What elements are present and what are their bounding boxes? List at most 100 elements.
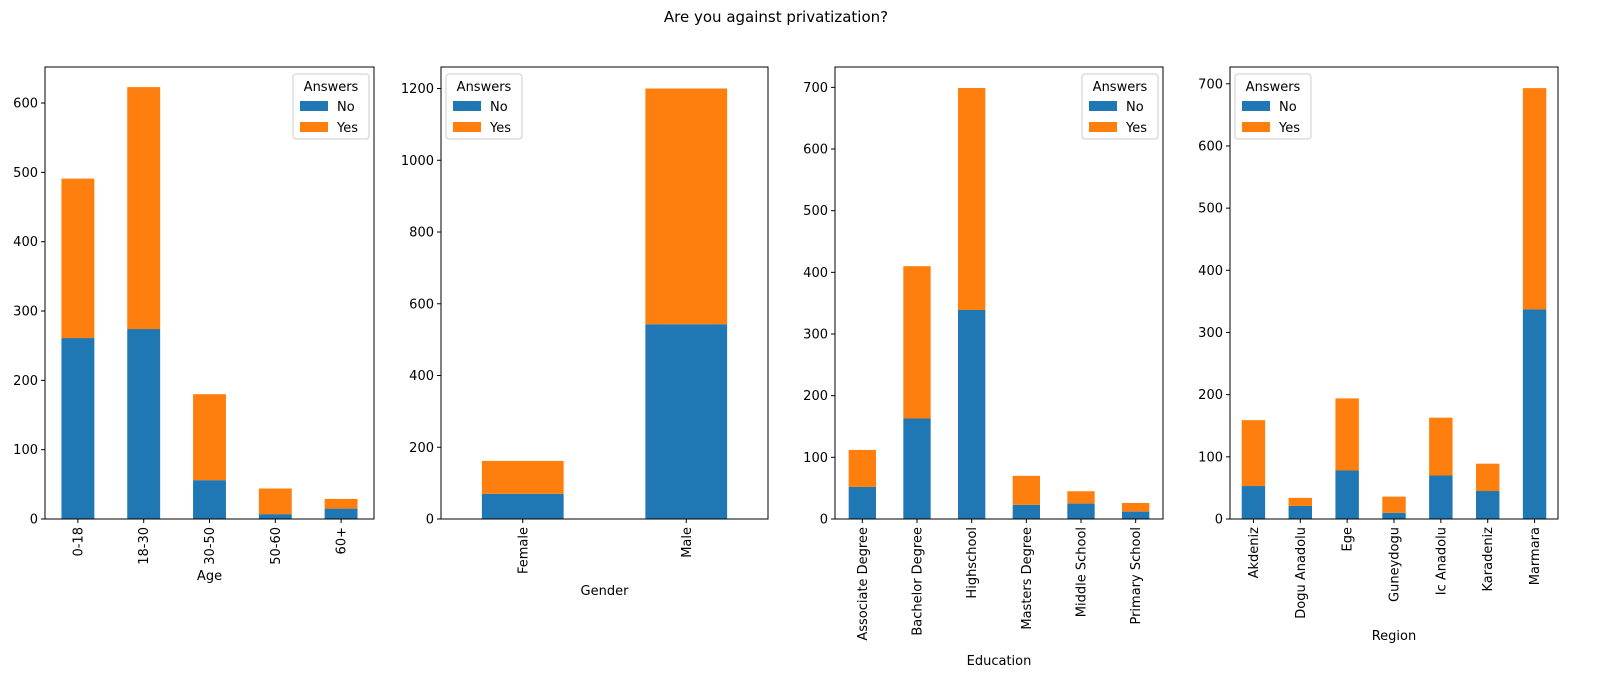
x-tick-label: Marmara [1528, 527, 1543, 585]
bar-yes-associate-degree [848, 449, 876, 487]
x-axis-label: Age [197, 569, 222, 584]
y-tick-label: 400 [409, 369, 434, 384]
bar-yes-akdeniz [1241, 420, 1266, 487]
bar-no-masters-degree [1012, 504, 1040, 519]
bar-yes-guneydogu [1382, 496, 1406, 513]
y-tick-label: 300 [1198, 326, 1223, 341]
legend-title: Answers [1093, 80, 1148, 95]
x-tick-label: Karadeniz [1481, 527, 1496, 592]
bar-yes-0-18 [61, 178, 95, 339]
chart-4: Akdeniz Dogu Anadolu Ege Guneydogu Ic Anadol… [1198, 66, 1559, 644]
legend-swatch-yes [1242, 122, 1270, 132]
y-tick-label: 0 [426, 513, 434, 528]
y-tick-label: 600 [1198, 139, 1223, 154]
x-tick-label: Female [516, 527, 531, 574]
x-tick-label: Primary School [1129, 527, 1144, 625]
legend-label-yes: Yes [1125, 121, 1147, 136]
y-tick-label: 1200 [401, 82, 434, 97]
bar-yes-30-50 [193, 394, 226, 481]
x-tick-label: Dogu Anadolu [1294, 527, 1309, 619]
bar-no-bachelor-degree [903, 418, 931, 519]
x-tick-label: Ic Anadolu [1434, 527, 1449, 595]
bar-no-primary-school [1122, 511, 1150, 519]
bar-no-50-60 [258, 514, 292, 519]
bar-no-karadeniz [1476, 491, 1500, 519]
x-axis-label: Gender [581, 584, 630, 599]
x-tick-label: 0-18 [71, 527, 86, 557]
y-tick-label: 600 [13, 97, 38, 112]
x-axis-label: Region [1372, 629, 1417, 644]
legend-swatch-no [1242, 101, 1270, 111]
legend: Answers No Yes [1234, 73, 1312, 140]
bar-no-18-30 [127, 329, 161, 519]
y-tick-label: 1000 [401, 154, 434, 169]
x-tick-label: Guneydogu [1388, 527, 1403, 602]
x-tick-label: 18-30 [137, 527, 152, 565]
y-tick-label: 200 [1198, 388, 1223, 403]
x-tick-label: 50-60 [269, 527, 284, 565]
bar-yes-middle-school [1067, 491, 1095, 504]
y-tick-label: 500 [1198, 202, 1223, 217]
bar-no-highschool [958, 309, 986, 519]
y-tick-label: 400 [1198, 264, 1223, 279]
bar-no-akdeniz [1241, 486, 1266, 519]
bar-yes-highschool [958, 87, 986, 310]
bar-no-marmara [1522, 309, 1547, 519]
bar-yes-masters-degree [1012, 475, 1040, 505]
legend-swatch-yes [453, 122, 481, 132]
bar-no-ic-anadolu [1429, 475, 1453, 519]
legend-label-no: No [490, 100, 508, 115]
bar-yes-karadeniz [1476, 463, 1500, 492]
y-tick-label: 500 [13, 166, 38, 181]
y-tick-label: 0 [820, 513, 828, 528]
chart-3: Associate Degree Bachelor Degree Highschoo… [803, 66, 1164, 669]
legend-title: Answers [304, 80, 359, 95]
x-tick-label: Associate Degree [856, 527, 871, 641]
bar-yes-ic-anadolu [1429, 417, 1453, 476]
bar-yes-18-30 [127, 87, 161, 330]
legend-label-yes: Yes [489, 121, 511, 136]
y-tick-label: 0 [30, 513, 38, 528]
legend-swatch-no [1089, 101, 1117, 111]
legend: Answers No Yes [445, 73, 523, 140]
legend-swatch-yes [1089, 122, 1117, 132]
bar-yes-male [645, 88, 728, 325]
bar-no-30-50 [193, 480, 226, 519]
bar-no-male [645, 324, 728, 519]
bar-no-associate-degree [848, 486, 876, 519]
figure-title: Are you against privatization? [664, 8, 888, 26]
axes-frame [834, 66, 1164, 520]
y-tick-label: 600 [803, 143, 828, 158]
y-tick-label: 200 [13, 374, 38, 389]
bar-yes-dogu-anadolu [1288, 497, 1312, 506]
bar-yes-primary-school [1122, 502, 1150, 512]
legend-label-no: No [337, 100, 355, 115]
legend: Answers No Yes [1081, 73, 1159, 140]
y-tick-label: 100 [1198, 450, 1223, 465]
y-tick-label: 500 [803, 204, 828, 219]
x-axis-label: Education [967, 654, 1032, 669]
legend-title: Answers [457, 80, 512, 95]
x-tick-label: Middle School [1075, 527, 1090, 617]
y-tick-label: 400 [803, 266, 828, 281]
legend: Answers No Yes [292, 73, 370, 140]
x-tick-label: Akdeniz [1247, 527, 1262, 579]
bar-no-60- [324, 508, 358, 519]
legend-title: Answers [1246, 80, 1301, 95]
axes-frame [440, 66, 769, 520]
bar-no-guneydogu [1382, 512, 1406, 519]
bar-yes-50-60 [258, 488, 292, 515]
legend-swatch-no [453, 101, 481, 111]
bar-no-dogu-anadolu [1288, 505, 1312, 519]
bar-no-middle-school [1067, 503, 1095, 519]
chart-1: 0-18 18-30 30-50 50-60 60+ 0 100 200 300 400 500 60… [13, 66, 375, 584]
bar-yes-marmara [1522, 88, 1547, 310]
legend-swatch-no [300, 101, 328, 111]
x-tick-label: Highschool [965, 527, 980, 599]
bar-no-ege [1335, 470, 1359, 519]
y-tick-label: 0 [1215, 513, 1223, 528]
y-tick-label: 100 [13, 443, 38, 458]
bar-yes-60- [324, 498, 358, 509]
legend-swatch-yes [300, 122, 328, 132]
